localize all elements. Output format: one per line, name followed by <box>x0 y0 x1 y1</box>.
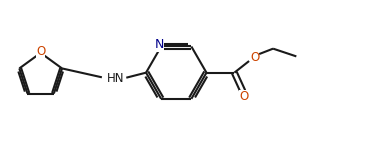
Text: N: N <box>155 38 164 51</box>
Text: O: O <box>239 90 248 103</box>
Text: O: O <box>36 45 45 58</box>
Text: HN: HN <box>107 72 124 85</box>
Text: O: O <box>250 51 259 64</box>
